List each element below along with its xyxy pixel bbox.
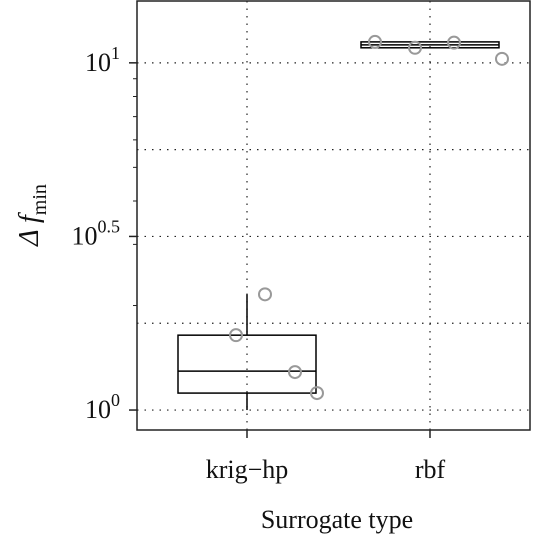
- y-tick-label: 100.5: [72, 216, 121, 250]
- x-axis-label: Surrogate type: [261, 505, 413, 534]
- point: [368, 34, 382, 49]
- plot-frame: [136, 0, 531, 431]
- x-tick-label: krig−hp: [206, 455, 289, 484]
- tick-exponent: 0.5: [98, 216, 121, 236]
- point: [288, 365, 302, 380]
- y-tick-label: 100: [85, 390, 120, 424]
- tick-base: 10: [72, 221, 98, 250]
- y-axis-label: Δ fmin: [14, 184, 51, 247]
- x-tick-label: rbf: [415, 455, 446, 484]
- point: [229, 328, 243, 343]
- point: [258, 287, 272, 302]
- tick-exponent: 0: [111, 390, 120, 410]
- point: [408, 40, 422, 55]
- tick-exponent: 1: [111, 43, 120, 63]
- tick-base: 10: [85, 48, 111, 77]
- box: [177, 334, 317, 394]
- y-label-sub: min: [29, 184, 51, 215]
- point: [310, 386, 324, 401]
- tick-base: 10: [85, 395, 111, 424]
- point: [495, 51, 509, 66]
- point: [447, 35, 461, 50]
- y-label-main: Δ f: [14, 212, 45, 247]
- y-tick-label: 101: [85, 43, 120, 77]
